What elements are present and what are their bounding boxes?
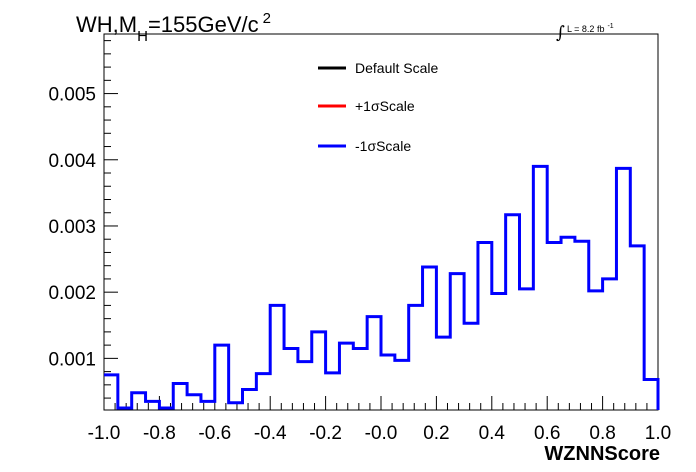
x-axis: -1.0 -0.8 -0.6 -0.4 -0.2 -0.0 0.2 0.4 0.6 0.8 1.0 [88,396,671,444]
x-tick-label: -0.4 [254,423,287,444]
x-tick-label: 1.0 [645,423,671,444]
lumi-integral-symbol: ∫ [556,23,565,43]
x-tick-label: 0.2 [423,423,449,444]
x-tick-label: -0.8 [143,423,176,444]
x-tick-label: -1.0 [88,423,121,444]
y-tick-label: 0.002 [48,283,96,304]
title-subscript: H [137,28,148,45]
x-tick-label: -0.2 [309,423,342,444]
y-axis: 0.001 0.002 0.003 0.004 0.005 [48,40,118,399]
title-main: WH,M [76,12,137,37]
x-tick-label: 0.8 [589,423,615,444]
histogram-line [104,164,660,410]
x-tick-label: 0.6 [534,423,560,444]
legend: Default Scale +1σScale -1σScale [318,60,438,154]
y-tick-label: 0.004 [48,151,96,172]
title-superscript: 2 [263,10,271,27]
legend-label: +1σScale [355,98,415,114]
x-tick-label: 0.4 [479,423,506,444]
legend-label: -1σScale [355,138,411,154]
chart-title: WH,MH=155GeV/c 2 [76,10,271,45]
x-tick-label: -0.0 [365,423,398,444]
y-tick-label: 0.005 [48,85,96,106]
lumi-label: L = 8.2 fb -1 [567,23,614,34]
x-tick-label: -0.6 [198,423,231,444]
y-tick-label: 0.001 [48,349,96,370]
histogram-series [104,164,660,410]
x-axis-label: WZNNScore [544,443,660,465]
lumi-superscript: -1 [607,23,613,30]
y-tick-label: 0.003 [48,217,96,238]
legend-label: Default Scale [355,60,438,76]
title-rest: =155GeV/c [148,12,259,37]
lumi-text: L = 8.2 fb [567,24,604,34]
